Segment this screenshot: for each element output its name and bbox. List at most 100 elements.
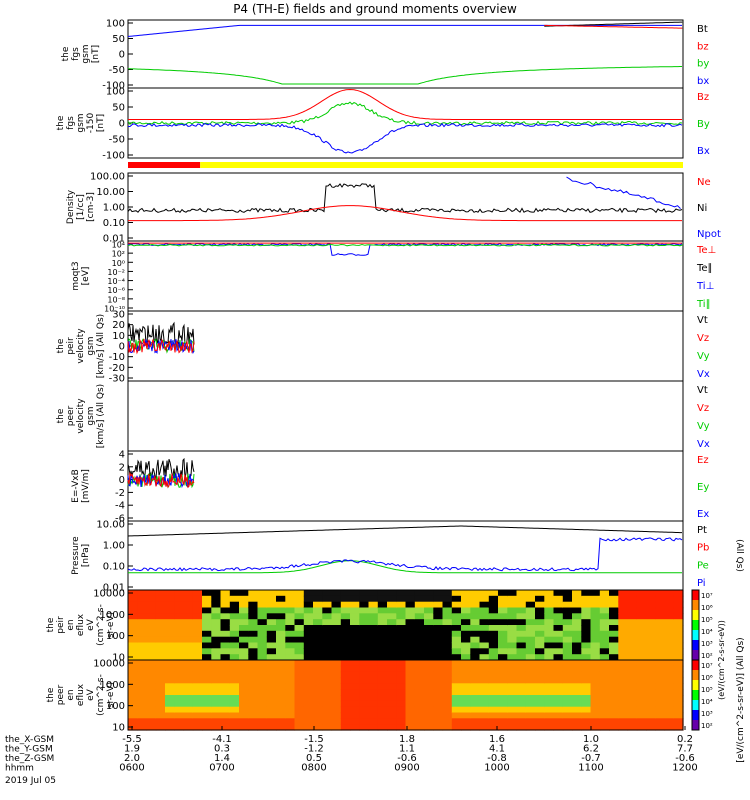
heatmap-cell (165, 648, 175, 655)
heatmap-cell (673, 654, 684, 661)
heatmap-cell (257, 654, 268, 661)
panel-frame (127, 19, 684, 89)
heatmap-cell (266, 718, 277, 725)
heatmap-cell (544, 665, 555, 673)
heatmap-cell (488, 619, 499, 626)
heatmap-cell (535, 642, 545, 649)
heatmap-cell (562, 613, 573, 620)
heatmap-cell (350, 642, 360, 649)
heatmap-cell (183, 619, 194, 626)
ytick-label: 100 (106, 631, 125, 642)
heatmap-cell (572, 590, 582, 597)
heatmap-cell (303, 671, 314, 679)
heatmap-cell (405, 706, 416, 714)
heatmap-cell (174, 660, 185, 667)
heatmap-cell (507, 636, 518, 644)
heatmap-cell (174, 689, 185, 696)
ylabel-line: peir (66, 337, 76, 355)
heatmap-cell (183, 590, 194, 597)
heatmap-cell (350, 683, 360, 690)
heatmap-cell (155, 700, 166, 708)
heatmap-cell (599, 654, 610, 661)
heatmap-cell (507, 595, 518, 603)
ytick-label: -6 (115, 514, 125, 525)
heatmap-cell (525, 636, 536, 644)
heatmap-cell (414, 718, 425, 725)
heatmap-cell (368, 630, 379, 638)
heatmap-cell (516, 619, 527, 626)
heatmap-cell (414, 683, 425, 690)
heatmap-cell (229, 636, 240, 644)
heatmap-cell (266, 595, 277, 603)
heatmap-cell (414, 665, 425, 673)
heatmap-cell (599, 590, 610, 597)
heatmap-cell (553, 724, 564, 731)
heatmap-cell (636, 595, 647, 603)
heatmap-cell (627, 660, 638, 667)
heatmap-cell (572, 630, 582, 638)
heatmap-cell (137, 677, 148, 684)
heatmap-cell (451, 706, 462, 714)
heatmap-cell (248, 590, 259, 597)
heatmap-cell (137, 613, 148, 620)
heatmap-cell (340, 636, 351, 644)
heatmap-cell (636, 689, 647, 696)
xaxis-value: 0600 (119, 763, 144, 774)
heatmap-cell (303, 677, 314, 684)
heatmap-cell (146, 636, 157, 644)
heatmap-cell (590, 630, 601, 638)
heatmap-cell (257, 660, 268, 667)
heatmap-cell (192, 595, 203, 603)
heatmap-cell (239, 607, 249, 614)
heatmap-cell (183, 671, 194, 679)
heatmap-cell (525, 660, 536, 667)
heatmap-cell (174, 630, 185, 638)
heatmap-cell (479, 648, 490, 655)
heatmap-cell (525, 601, 536, 609)
heatmap-cell (192, 660, 203, 667)
heatmap-cell (498, 660, 508, 667)
heatmap-cell (433, 683, 444, 690)
heatmap-cell (581, 700, 592, 708)
heatmap-cell (174, 636, 185, 644)
heatmap-cell (461, 689, 471, 696)
heatmap-cell (572, 706, 582, 714)
heatmap-cell (655, 712, 666, 719)
heatmap-cell (590, 654, 601, 661)
heatmap-cell (627, 625, 638, 632)
heatmap-cell (627, 700, 638, 708)
heatmap-cell (414, 695, 425, 702)
ytick-label: -2 (115, 488, 125, 499)
heatmap-cell (128, 706, 138, 714)
heatmap-cell (322, 671, 333, 679)
ytick-label: 10⁻⁴ (107, 277, 125, 286)
heatmap-cell (544, 648, 555, 655)
heatmap-cell (285, 625, 296, 632)
heatmap-cell (220, 590, 231, 597)
heatmap-cell (211, 619, 222, 626)
heatmap-cell (396, 683, 407, 690)
heatmap-cell (405, 718, 416, 725)
colorbar-tick: 10⁵ (701, 686, 713, 694)
heatmap-cell (368, 665, 379, 673)
heatmap-cell (322, 630, 333, 638)
heatmap-cell (266, 619, 277, 626)
heatmap-cell (257, 712, 268, 719)
heatmap-cell (202, 595, 212, 603)
heatmap-cell (128, 625, 138, 632)
heatmap-cell (211, 642, 222, 649)
heatmap-cell (174, 724, 185, 731)
heatmap-cell (266, 607, 277, 614)
heatmap-cell (618, 695, 629, 702)
heatmap-cell (664, 648, 675, 655)
heatmap-cell (146, 595, 157, 603)
ytick-label: 1000 (100, 610, 125, 621)
panel-frame (127, 380, 684, 452)
heatmap-cell (525, 689, 536, 696)
heatmap-cell (183, 712, 194, 719)
heatmap-cell (202, 619, 212, 626)
heatmap-cell (646, 706, 656, 714)
heatmap-cell (146, 718, 157, 725)
legend-Ez: Ez (697, 455, 709, 466)
heatmap-cell (220, 712, 231, 719)
